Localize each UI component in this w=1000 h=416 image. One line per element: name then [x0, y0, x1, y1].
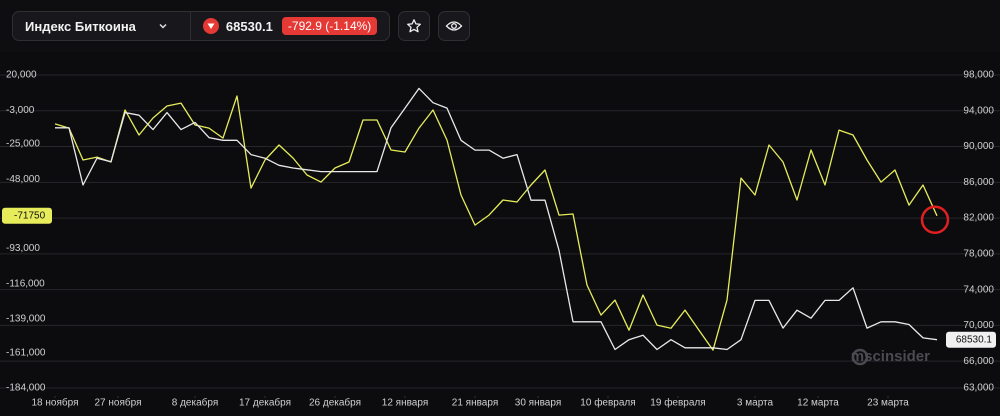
- y2-tick-label: 66,000: [963, 356, 994, 367]
- x-tick-label: 19 февраля: [650, 397, 705, 409]
- watermark: mscinsider: [851, 348, 930, 365]
- y-tick-label: -184,000: [6, 383, 46, 394]
- y-tick-label: -3,000: [6, 105, 35, 116]
- y2-tick-label: 82,000: [963, 213, 994, 224]
- y2-tick-label: 90,000: [963, 141, 994, 152]
- x-tick-label: 30 января: [515, 398, 561, 409]
- series-line: [54, 95, 938, 351]
- toolbar: Индекс Биткоина 68530.1 -792.9 (-1.14%): [12, 10, 471, 42]
- x-tick-label: 8 декабря: [172, 397, 218, 409]
- y-tick-label: -93,000: [6, 243, 40, 254]
- down-badge: [202, 18, 219, 34]
- watermark-logo: [851, 348, 869, 366]
- price: 68530.1: [225, 18, 273, 34]
- series-line: [55, 87, 938, 351]
- x-tick-label: 18 ноября: [32, 397, 79, 409]
- y2-tick-label: 70,000: [963, 320, 994, 331]
- x-tick-label: 10 февраля: [580, 397, 635, 409]
- y-tick-label: -161,000: [6, 347, 46, 358]
- x-tick-label: 27 ноября: [95, 397, 142, 409]
- last-value-label: -71750: [14, 210, 46, 221]
- x-tick-label: 3 марта: [737, 398, 774, 409]
- highlight-ring: [920, 205, 950, 235]
- favorite-button[interactable]: [398, 11, 431, 41]
- y2-tick-label: 86,000: [963, 177, 994, 188]
- y-tick-label: -25,000: [6, 139, 40, 150]
- instrument-name: Индекс Биткоина: [25, 18, 136, 34]
- price-change: -792.9 (-1.14%): [281, 17, 378, 35]
- y-tick-label: -48,000: [6, 174, 40, 185]
- price-block: 68530.1 -792.9 (-1.14%): [202, 17, 378, 35]
- y2-tick-label: 74,000: [963, 284, 994, 295]
- y2-tick-label: 78,000: [963, 248, 994, 259]
- x-tick-label: 26 декабря: [309, 397, 361, 409]
- x-tick-label: 12 марта: [797, 398, 839, 409]
- watch-button[interactable]: [438, 11, 471, 41]
- x-tick-label: 17 декабря: [239, 397, 291, 409]
- divider: [189, 11, 191, 41]
- y-tick-label: 20,000: [6, 70, 37, 81]
- last-value-tag: [2, 207, 52, 224]
- y-tick-label: -139,000: [6, 314, 46, 325]
- x-tick-label: 23 марта: [867, 398, 909, 409]
- x-tick-label: 21 января: [452, 398, 498, 409]
- instrument-select[interactable]: Индекс Биткоина 68530.1 -792.9 (-1.14%): [12, 11, 391, 41]
- last-value-tag: [946, 331, 996, 348]
- y2-tick-label: 94,000: [963, 105, 994, 116]
- chevron-icon: [159, 23, 167, 29]
- x-tick-label: 12 января: [382, 398, 428, 409]
- y2-tick-label: 98,000: [963, 70, 994, 81]
- y-tick-label: -116,000: [6, 278, 45, 289]
- y2-tick-label: 63,000: [963, 383, 994, 394]
- last-value-label: 68530.1: [956, 334, 993, 345]
